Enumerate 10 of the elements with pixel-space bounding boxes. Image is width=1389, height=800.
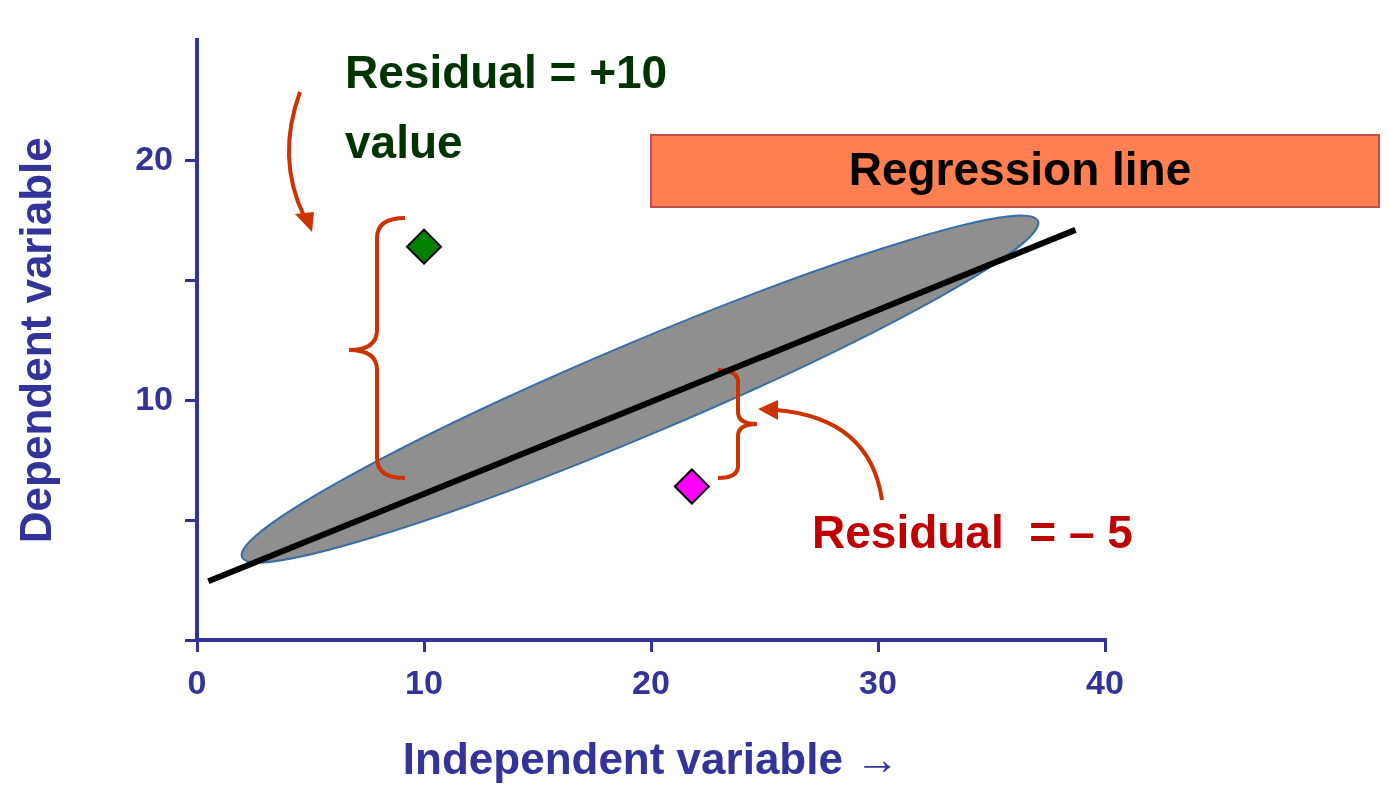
x-tick-label: 10 — [405, 662, 443, 701]
x-tick-label: 30 — [859, 662, 897, 701]
x-axis-title: Independent variable → — [402, 733, 900, 783]
x-tick-label: 40 — [1086, 662, 1124, 701]
x-tick-label: 20 — [632, 662, 670, 701]
annotation: Residual = +10 value — [345, 46, 668, 168]
annotation: Residual = – 5 — [812, 506, 1133, 558]
y-axis-title: Dependent variable — [10, 137, 60, 544]
x-tick-label: 0 — [187, 662, 207, 701]
series-label: Regression line — [848, 142, 1192, 195]
